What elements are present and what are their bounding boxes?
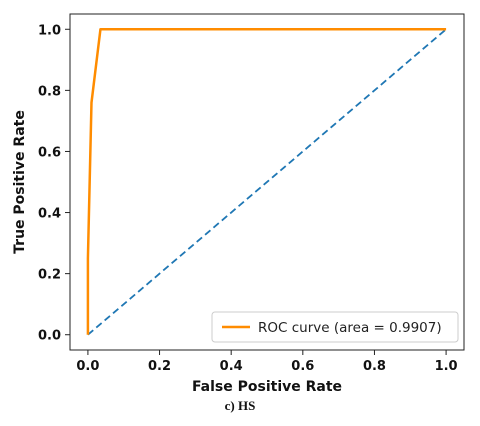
chance-diagonal-line bbox=[87, 28, 447, 336]
legend-box bbox=[211, 311, 459, 343]
axis-ticks: 0.0 0.2 0.4 0.6 0.8 1.0 0.0 0.2 0.4 0.6 0.8 1.0 bbox=[38, 23, 458, 374]
roc-curve-line bbox=[86, 28, 447, 335]
legend-label-roc-curve: ROC curve (area = 0.9907) bbox=[258, 320, 442, 336]
x-tick-label: 0.6 bbox=[291, 359, 314, 374]
y-tick-label: 0.2 bbox=[38, 268, 61, 283]
x-tick-label: 1.0 bbox=[435, 359, 458, 374]
y-axis-label: True Positive Rate bbox=[12, 110, 28, 254]
x-tick-label: 0.2 bbox=[148, 359, 171, 374]
y-tick-label: 0.6 bbox=[38, 145, 61, 160]
legend: ROC curve (area = 0.9907) bbox=[211, 311, 459, 343]
plot-content bbox=[86, 28, 447, 336]
y-tick-label: 0.4 bbox=[38, 207, 61, 222]
x-tick-label: 0.8 bbox=[363, 359, 386, 374]
y-tick-label: 0.0 bbox=[38, 329, 61, 344]
y-tick-label: 0.8 bbox=[38, 84, 61, 99]
x-tick-label: 0.0 bbox=[76, 359, 99, 374]
y-tick-label: 1.0 bbox=[38, 23, 61, 38]
x-axis-label: False Positive Rate bbox=[192, 379, 342, 395]
x-tick-label: 0.4 bbox=[220, 359, 243, 374]
figure-caption: c) HS bbox=[224, 398, 256, 413]
plot-frame bbox=[69, 13, 465, 351]
